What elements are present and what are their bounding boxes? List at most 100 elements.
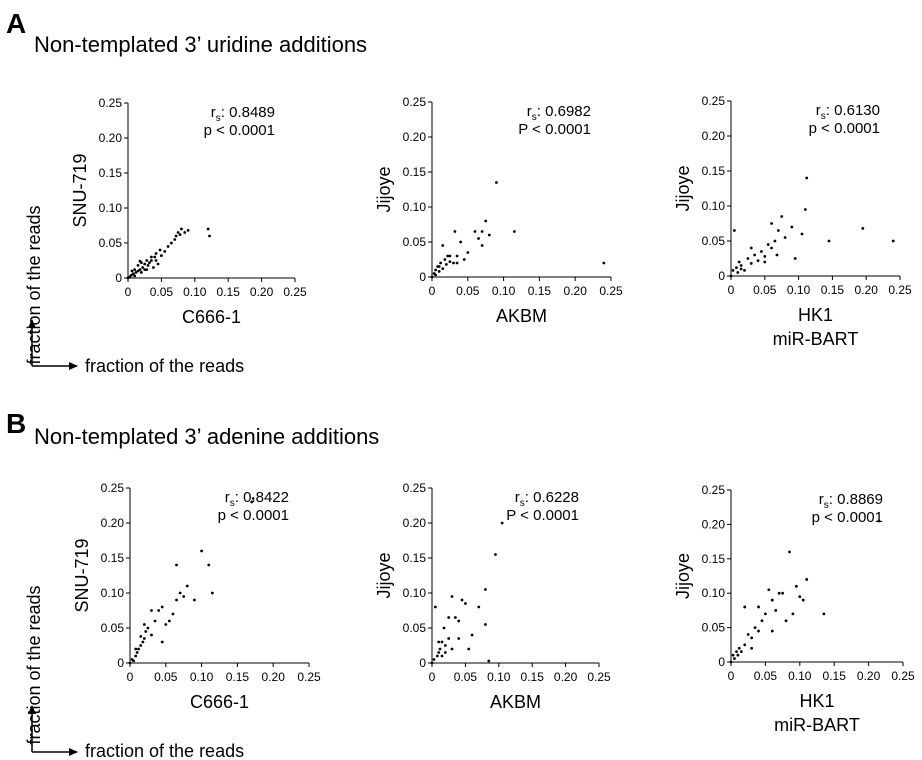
y-tick-label: 0.10	[702, 586, 726, 600]
data-point	[164, 623, 168, 626]
data-point	[437, 270, 441, 273]
data-point	[749, 246, 753, 250]
panel-a: A Non-templated 3’ uridine additions fra…	[6, 8, 367, 376]
y-tick-label: 0.25	[702, 483, 726, 497]
data-point	[137, 647, 140, 651]
data-point	[435, 654, 439, 658]
data-point	[434, 273, 437, 277]
data-point	[448, 254, 452, 258]
data-point	[750, 636, 754, 640]
x-axis-label: HK1	[799, 691, 834, 711]
data-point	[877, 519, 881, 523]
panel-a-side-label: fraction of the reads	[24, 205, 44, 364]
data-point	[130, 269, 134, 273]
data-point	[141, 640, 145, 644]
x-tick-label: 0.25	[599, 284, 623, 298]
data-point	[149, 255, 153, 259]
data-point	[861, 227, 865, 230]
data-point	[791, 612, 795, 616]
x-tick-label: 0.10	[787, 283, 811, 297]
data-point	[185, 584, 189, 588]
data-point	[175, 563, 178, 567]
data-point	[794, 584, 798, 588]
data-point	[487, 233, 491, 237]
data-point	[743, 605, 747, 609]
data-point	[143, 268, 147, 271]
x-tick-label: 0.05	[456, 284, 480, 298]
x-tick-label: 0.25	[891, 669, 915, 683]
scatter-chart-1: 0 0.05 0.10 0.15 0.20 0.25 0 0.05 0.10 0.15 0.20 0.…	[70, 96, 307, 327]
data-point	[250, 500, 254, 504]
data-point	[136, 269, 140, 273]
data-point	[495, 181, 498, 184]
x-axis-label-line2: miR-BART	[774, 715, 860, 735]
data-point	[141, 266, 145, 269]
correlation-coefficient: rs: 0.8489	[211, 104, 275, 124]
x-tick-label: 0.15	[521, 670, 545, 684]
data-point	[447, 616, 451, 619]
correlation-coefficient: rs: 0.6228	[515, 489, 579, 509]
p-value: P < 0.0001	[506, 507, 579, 524]
data-point	[743, 269, 746, 272]
x-tick-label: 0.15	[821, 283, 845, 297]
data-point	[756, 259, 760, 262]
data-point	[602, 261, 606, 265]
data-point	[441, 244, 445, 247]
data-point	[484, 219, 488, 223]
p-value: P < 0.0001	[518, 121, 591, 138]
x-tick-label: 0.20	[564, 284, 588, 298]
data-point	[760, 619, 764, 623]
data-point	[805, 176, 809, 180]
data-point	[770, 222, 773, 225]
data-point	[781, 591, 784, 595]
data-point	[729, 660, 733, 664]
data-point	[453, 230, 457, 233]
data-point	[166, 245, 170, 248]
data-point	[746, 257, 750, 260]
data-point	[784, 619, 788, 623]
data-point	[144, 630, 148, 633]
y-tick-label: 0.10	[403, 200, 427, 214]
data-point	[134, 271, 138, 274]
scatter-chart-5: 0 0.05 0.10 0.15 0.20 0.25 0 0.05 0.10 0.15 0.20 0.…	[374, 481, 611, 712]
x-tick-label: 0.20	[554, 670, 578, 684]
x-tick-label: 0.15	[226, 670, 250, 684]
data-point	[891, 239, 895, 243]
panel-a-title: Non-templated 3’ uridine additions	[34, 32, 367, 57]
correlation-coefficient: rs: 0.8869	[819, 491, 883, 511]
x-tick-label: 0.20	[857, 669, 881, 683]
data-point	[764, 612, 767, 616]
data-point	[770, 629, 774, 633]
data-point	[763, 260, 767, 264]
data-point	[749, 262, 753, 265]
panel-a-letter: A	[6, 8, 26, 39]
data-point	[437, 265, 441, 268]
data-point	[150, 633, 153, 637]
data-point	[160, 640, 164, 644]
data-point	[180, 227, 183, 231]
panel-b-bottom-label: fraction of the reads	[85, 741, 244, 760]
data-point	[466, 251, 470, 254]
data-point	[438, 647, 442, 651]
data-point	[173, 238, 177, 241]
data-point	[444, 263, 448, 266]
data-point	[460, 598, 464, 602]
data-point	[473, 230, 477, 233]
data-point	[150, 609, 153, 612]
data-point	[132, 659, 135, 663]
data-point	[163, 250, 167, 253]
data-point	[175, 598, 178, 602]
x-tick-label: 0.25	[297, 670, 321, 684]
data-point	[200, 549, 204, 553]
data-point	[178, 591, 182, 595]
y-tick-label: 0.05	[702, 234, 726, 248]
data-point	[433, 605, 437, 609]
x-axis-label: C666-1	[190, 692, 249, 712]
data-point	[145, 259, 149, 262]
y-tick-label: 0	[419, 656, 426, 670]
x-tick-label: 0.25	[587, 670, 611, 684]
data-point	[801, 598, 805, 602]
data-point	[790, 225, 794, 229]
correlation-coefficient: rs: 0.6130	[816, 102, 880, 122]
